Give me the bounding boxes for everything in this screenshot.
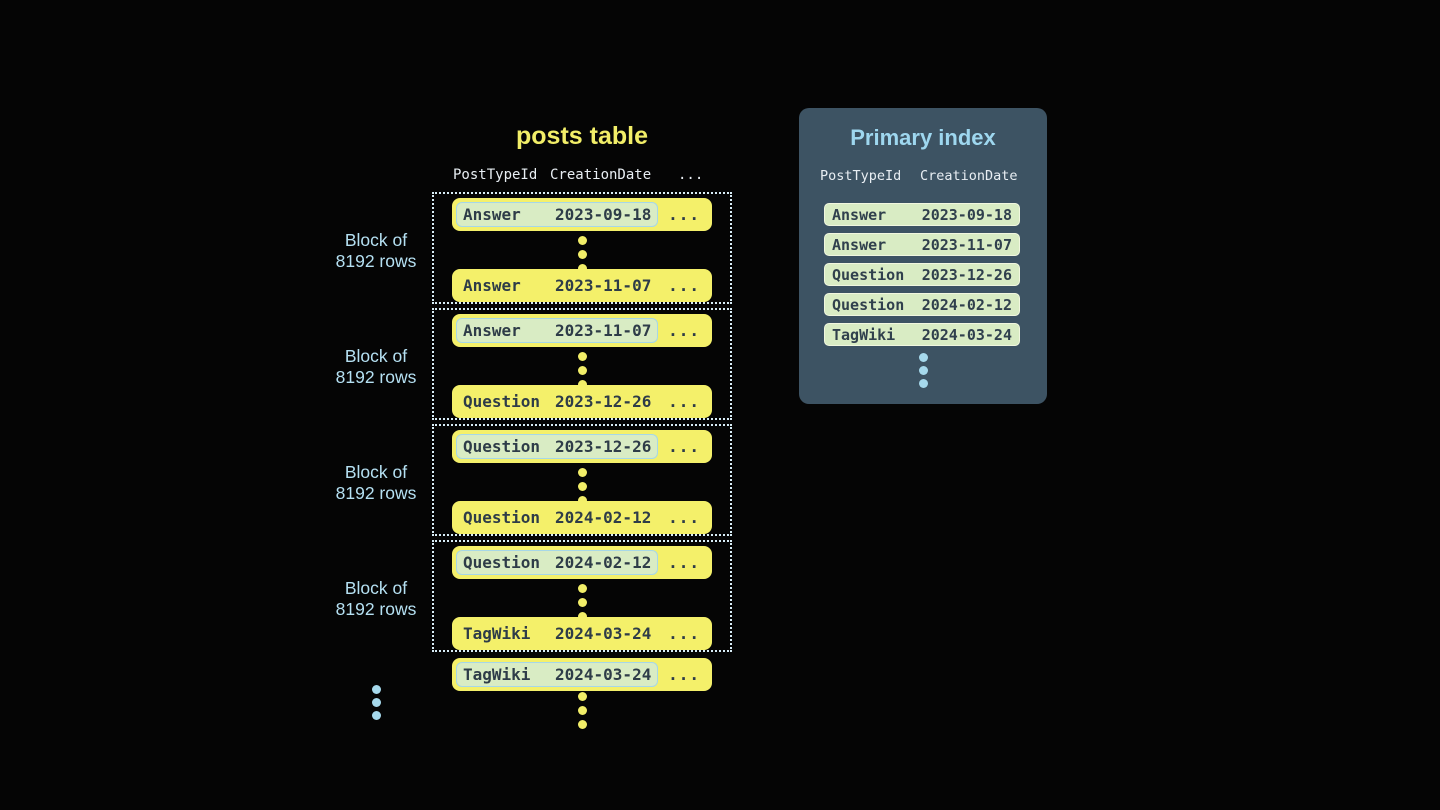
block-label-1: Block of 8192 rows: [316, 230, 436, 272]
posts-table-col-creationdate: CreationDate: [550, 167, 652, 183]
block-label-2: Block of 8192 rows: [316, 346, 436, 388]
index-entry: Answer 2023-09-18: [824, 203, 1020, 226]
more-entries-ellipsis-icon: [799, 353, 1047, 388]
cell-creationdate: 2023-11-07: [921, 235, 1012, 254]
block-label-line2: 8192 rows: [335, 367, 417, 387]
index-mark-highlight: Answer 2023-11-07: [456, 318, 659, 343]
cell-posttypeid: Answer: [463, 276, 521, 295]
cell-creationdate: 2023-09-18: [921, 205, 1012, 224]
table-row: Question 2023-12-26 ...: [452, 430, 712, 463]
index-mark-highlight: Question 2023-12-26: [456, 434, 659, 459]
posts-block-1: Answer 2023-09-18 ... Answer 2023-11-07 ..…: [432, 192, 732, 304]
cell-creationdate: 2024-03-24: [555, 665, 652, 684]
cell-posttypeid: Answer: [463, 321, 521, 340]
posts-table-title: posts table: [516, 122, 648, 150]
row-ellipsis-icon: [434, 468, 730, 505]
table-row: Answer 2023-11-07 ...: [452, 269, 712, 302]
posts-block-3: Question 2023-12-26 ... Question 2024-02-1…: [432, 424, 732, 536]
cell-posttypeid: Question: [463, 553, 541, 572]
block-label-line1: Block of: [344, 462, 408, 482]
cell-posttypeid: TagWiki: [463, 624, 531, 643]
primary-index-panel: Primary index PostTypeId CreationDate An…: [799, 108, 1047, 404]
cell-group: Question 2023-12-26: [456, 389, 658, 414]
cell-creationdate: 2024-02-12: [555, 508, 652, 527]
index-col-posttypeid: PostTypeId: [820, 168, 902, 184]
primary-index-title: Primary index: [850, 125, 996, 150]
more-blocks-ellipsis-icon: [316, 685, 436, 720]
index-col-creationdate: CreationDate: [920, 168, 1018, 184]
posts-block-4: Question 2024-02-12 ... TagWiki 2024-03-24…: [432, 540, 732, 652]
cell-creationdate: 2023-12-26: [555, 437, 652, 456]
cell-creationdate: 2023-11-07: [555, 321, 652, 340]
row-ellipsis-icon: [434, 352, 730, 389]
cell-more: ...: [668, 276, 700, 295]
table-row: Answer 2023-09-18 ...: [452, 198, 712, 231]
index-mark-highlight: TagWiki 2024-03-24: [456, 662, 659, 687]
index-entry: TagWiki 2024-03-24: [824, 323, 1020, 346]
row-ellipsis-icon: [434, 236, 730, 273]
cell-creationdate: 2024-03-24: [921, 325, 1012, 344]
cell-creationdate: 2023-12-26: [555, 392, 652, 411]
index-mark-highlight: Question 2024-02-12: [456, 550, 659, 575]
index-mark-highlight: Answer 2023-09-18: [456, 202, 659, 227]
cell-posttypeid: Answer: [832, 235, 887, 254]
cell-posttypeid: Answer: [463, 205, 521, 224]
cell-posttypeid: Answer: [832, 205, 887, 224]
cell-more: ...: [668, 321, 700, 340]
cell-creationdate: 2023-09-18: [555, 205, 652, 224]
cell-posttypeid: Question: [463, 437, 541, 456]
table-row: Question 2024-02-12 ...: [452, 501, 712, 534]
table-row: TagWiki 2024-03-24 ...: [452, 617, 712, 650]
index-entry: Answer 2023-11-07: [824, 233, 1020, 256]
cell-more: ...: [668, 205, 700, 224]
block-label-line1: Block of: [344, 578, 408, 598]
table-row: Question 2024-02-12 ...: [452, 546, 712, 579]
cell-creationdate: 2024-02-12: [555, 553, 652, 572]
posts-table-col-posttypeid: PostTypeId: [453, 167, 538, 183]
cell-posttypeid: Question: [832, 265, 905, 284]
posts-table-col-more: ...: [678, 167, 704, 183]
index-entry: Question 2023-12-26: [824, 263, 1020, 286]
cell-more: ...: [668, 624, 700, 643]
posts-block-2: Answer 2023-11-07 ... Question 2023-12-26 …: [432, 308, 732, 420]
cell-creationdate: 2023-12-26: [921, 265, 1012, 284]
cell-more: ...: [668, 392, 700, 411]
cell-group: Answer 2023-11-07: [456, 273, 658, 298]
row-ellipsis-icon: [434, 584, 730, 621]
block-label-4: Block of 8192 rows: [316, 578, 436, 620]
cell-group: TagWiki 2024-03-24: [456, 621, 658, 646]
cell-more: ...: [668, 437, 700, 456]
table-row: Question 2023-12-26 ...: [452, 385, 712, 418]
cell-posttypeid: Question: [463, 392, 541, 411]
cell-more: ...: [668, 665, 700, 684]
cell-creationdate: 2023-11-07: [555, 276, 652, 295]
table-row: Answer 2023-11-07 ...: [452, 314, 712, 347]
block-label-line2: 8192 rows: [335, 251, 417, 271]
cell-group: Question 2024-02-12: [456, 505, 658, 530]
cell-creationdate: 2024-03-24: [555, 624, 652, 643]
block-label-line1: Block of: [344, 230, 408, 250]
block-label-line2: 8192 rows: [335, 599, 417, 619]
block-label-line2: 8192 rows: [335, 483, 417, 503]
cell-creationdate: 2024-02-12: [921, 295, 1012, 314]
cell-more: ...: [668, 508, 700, 527]
more-rows-ellipsis-icon: [432, 692, 732, 729]
index-entry: Question 2024-02-12: [824, 293, 1020, 316]
block-label-line1: Block of: [344, 346, 408, 366]
cell-posttypeid: Question: [463, 508, 541, 527]
cell-posttypeid: TagWiki: [832, 325, 896, 344]
block-label-3: Block of 8192 rows: [316, 462, 436, 504]
cell-posttypeid: Question: [832, 295, 905, 314]
cell-more: ...: [668, 553, 700, 572]
table-row-trailing: TagWiki 2024-03-24 ...: [452, 658, 712, 691]
cell-posttypeid: TagWiki: [463, 665, 531, 684]
